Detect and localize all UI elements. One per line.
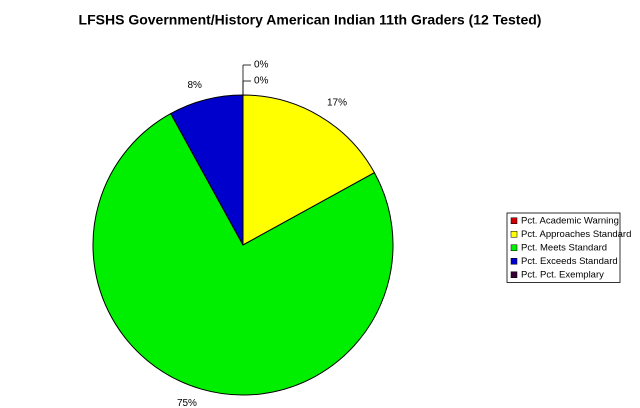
legend-swatch <box>510 231 518 238</box>
pie-slice <box>242 94 376 246</box>
pie-slice <box>92 112 394 396</box>
data-label: 17% <box>327 98 347 109</box>
data-label: 75% <box>177 398 197 408</box>
legend-label: Pct. Pct. Exemplary <box>521 269 604 280</box>
data-label: 0% <box>254 60 269 71</box>
legend-label: Pct. Approaches Standard <box>521 229 631 240</box>
legend-label: Pct. Academic Warning <box>521 215 619 226</box>
chart-title: LFSHS Government/History American Indian… <box>79 12 542 28</box>
legend-swatch <box>510 244 518 251</box>
legend-swatch <box>510 271 518 278</box>
legend-swatch <box>510 217 518 224</box>
data-label: 0% <box>254 76 269 87</box>
legend-label: Pct. Meets Standard <box>521 242 607 253</box>
legend-label: Pct. Exceeds Standard <box>521 256 618 267</box>
legend-box <box>506 212 621 283</box>
legend-swatch <box>510 258 518 265</box>
data-label: 8% <box>188 80 203 91</box>
